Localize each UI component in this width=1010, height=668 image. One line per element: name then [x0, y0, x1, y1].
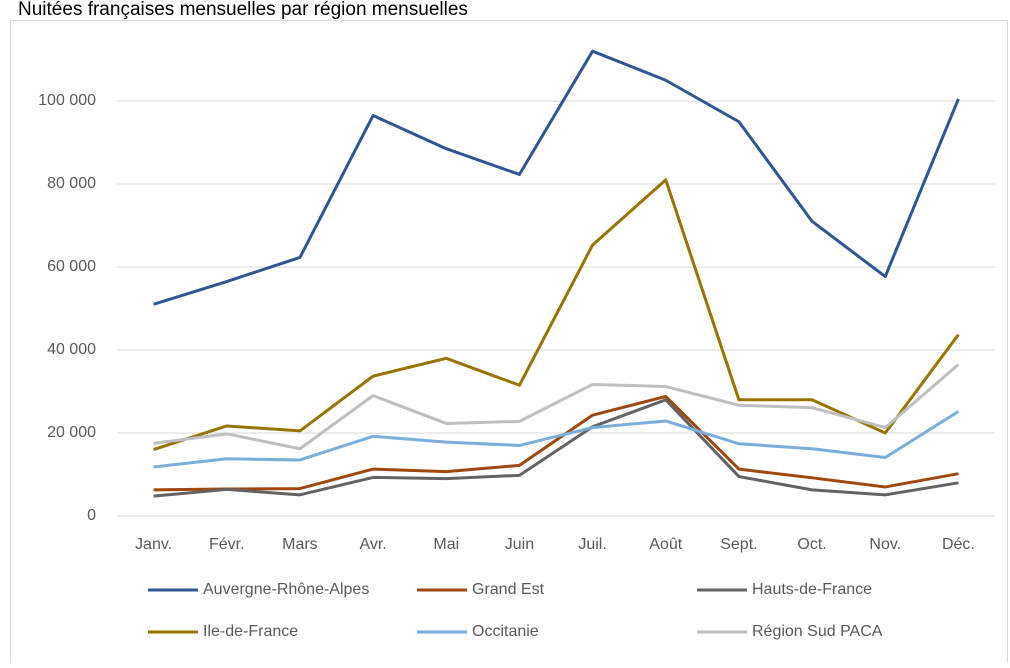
x-tick-label: Nov. — [869, 536, 901, 553]
chart-border — [10, 20, 1008, 668]
x-tick-label: Avr. — [359, 536, 386, 553]
chart-title: Nuitées françaises mensuelles par région… — [18, 0, 468, 20]
x-tick-label: Janv. — [135, 536, 172, 553]
legend-label: Auvergne-Rhône-Alpes — [203, 581, 369, 598]
line-series — [153, 394, 959, 492]
line-series — [153, 398, 959, 498]
y-tick-label: 60 000 — [47, 258, 96, 275]
y-tick-label: 100 000 — [38, 92, 96, 109]
line-series — [153, 410, 960, 469]
x-tick-label: Juil. — [578, 536, 606, 553]
x-tick-label: Févr. — [209, 536, 245, 553]
y-tick-label: 20 000 — [47, 424, 96, 441]
y-tick-label: 0 — [87, 507, 96, 524]
legend-label: Occitanie — [472, 623, 539, 640]
x-tick-label: Mai — [433, 536, 459, 553]
line-series — [153, 178, 960, 452]
y-tick-label: 40 000 — [47, 341, 96, 358]
x-tick-label: Déc. — [942, 536, 975, 553]
x-tick-label: Oct. — [797, 536, 826, 553]
legend-label: Grand Est — [472, 581, 545, 598]
legend-label: Ile-de-France — [203, 623, 298, 640]
x-tick-label: Juin — [505, 536, 534, 553]
x-tick-label: Août — [649, 536, 682, 553]
x-tick-label: Sept. — [720, 536, 757, 553]
line-series — [153, 49, 960, 306]
legend-label: Région Sud PACA — [752, 623, 883, 640]
y-tick-label: 80 000 — [47, 175, 96, 192]
x-tick-label: Mars — [282, 536, 318, 553]
line-series — [153, 363, 960, 451]
legend-label: Hauts-de-France — [752, 581, 872, 598]
